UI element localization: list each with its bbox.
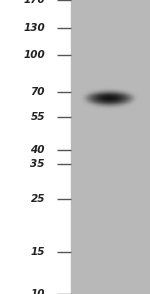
Text: 35: 35 [30, 159, 45, 169]
Text: 70: 70 [30, 87, 45, 97]
Text: 10: 10 [30, 289, 45, 294]
Text: 170: 170 [23, 0, 45, 5]
Text: 25: 25 [30, 194, 45, 204]
Bar [0, 0, 70, 294]
Text: 40: 40 [30, 145, 45, 155]
Text: 100: 100 [23, 50, 45, 60]
Bar [70, 0, 150, 294]
Text: 15: 15 [30, 247, 45, 257]
Text: 55: 55 [30, 112, 45, 122]
Text: 130: 130 [23, 23, 45, 33]
